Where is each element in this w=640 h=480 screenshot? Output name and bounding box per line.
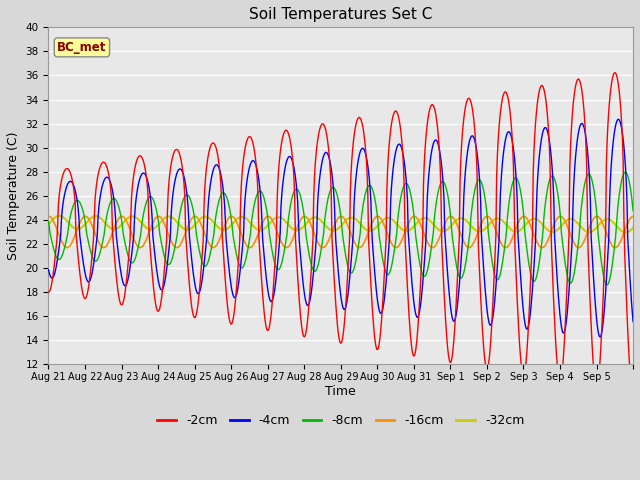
Title: Soil Temperatures Set C: Soil Temperatures Set C (249, 7, 433, 22)
Text: BC_met: BC_met (57, 41, 107, 54)
Y-axis label: Soil Temperature (C): Soil Temperature (C) (7, 132, 20, 260)
Legend: -2cm, -4cm, -8cm, -16cm, -32cm: -2cm, -4cm, -8cm, -16cm, -32cm (152, 409, 529, 432)
X-axis label: Time: Time (325, 385, 356, 398)
